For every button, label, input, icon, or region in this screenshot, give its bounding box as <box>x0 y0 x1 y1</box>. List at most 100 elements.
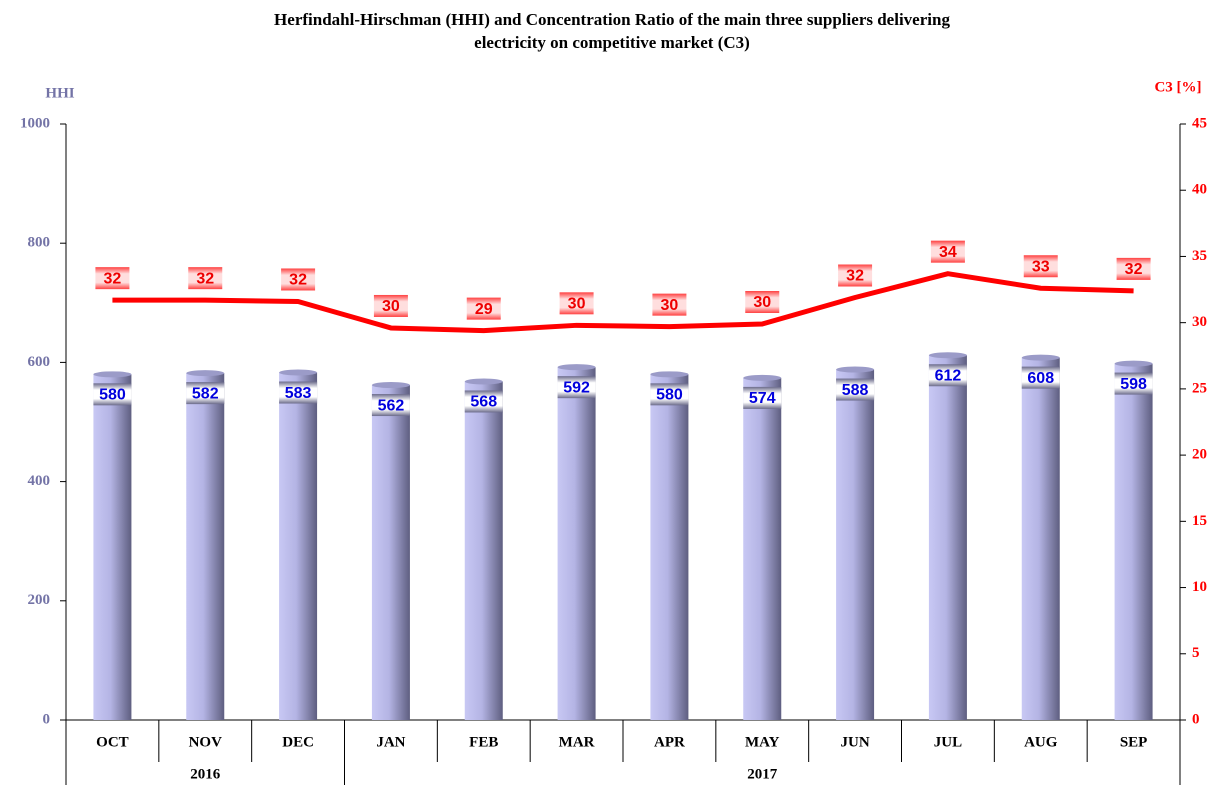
y-tick-label: 1000 <box>20 115 50 131</box>
x-tick-label: APR <box>654 734 685 750</box>
bar-top <box>1114 360 1153 367</box>
bar-top <box>928 352 967 359</box>
label-box <box>1114 372 1153 395</box>
value-label: 608 <box>1027 370 1054 387</box>
label-box <box>93 383 132 406</box>
bar <box>464 381 503 720</box>
y2-tick-label: 40 <box>1192 182 1207 198</box>
value-label: 32 <box>289 272 307 289</box>
bar-top <box>371 382 410 389</box>
bar <box>743 377 782 720</box>
x-tick-label: FEB <box>469 734 498 750</box>
label-box <box>1021 366 1060 389</box>
bar-top <box>836 366 875 373</box>
bar-top <box>1021 354 1060 361</box>
value-label: 30 <box>753 294 771 311</box>
bar <box>371 385 410 720</box>
y2-tick-label: 35 <box>1192 248 1207 264</box>
y-tick-label: 0 <box>43 711 51 727</box>
y2-tick-label: 5 <box>1192 645 1200 661</box>
bar-top <box>557 364 596 371</box>
bar <box>836 369 875 720</box>
label-box <box>650 383 689 406</box>
label-box <box>743 386 782 409</box>
y-tick-label: 200 <box>28 592 51 608</box>
value-label: 574 <box>749 390 776 407</box>
x-tick-label: MAY <box>745 734 780 750</box>
value-label: 32 <box>196 270 214 287</box>
bar <box>650 374 689 720</box>
x-tick-label: JAN <box>376 734 405 750</box>
y-axis-title: HHI <box>45 85 74 101</box>
label-box <box>745 290 780 313</box>
label-box <box>281 268 316 291</box>
bar <box>186 373 225 720</box>
value-label: 598 <box>1120 376 1147 393</box>
value-label: 30 <box>661 297 679 314</box>
y-tick-label: 800 <box>28 235 51 251</box>
value-label: 32 <box>846 268 864 285</box>
value-label: 30 <box>382 298 400 315</box>
value-label: 580 <box>99 387 126 404</box>
x-tick-label: JUN <box>840 734 869 750</box>
label-box <box>464 390 503 413</box>
value-label: 32 <box>1125 261 1143 278</box>
value-label: 582 <box>192 385 219 402</box>
label-box <box>371 394 410 417</box>
x-tick-label: MAR <box>559 734 595 750</box>
bar <box>93 374 132 720</box>
group-label: 2016 <box>190 766 221 782</box>
label-box <box>836 378 875 401</box>
label-box <box>188 267 223 290</box>
bar <box>557 367 596 720</box>
y-tick-label: 400 <box>28 473 51 489</box>
y2-tick-label: 0 <box>1192 711 1200 727</box>
value-label: 29 <box>475 301 493 318</box>
bar <box>1021 357 1060 720</box>
y2-tick-label: 15 <box>1192 513 1207 529</box>
line <box>112 271 1134 334</box>
y2-tick-label: 10 <box>1192 579 1207 595</box>
bar-top <box>464 378 503 385</box>
x-tick-label: NOV <box>189 734 223 750</box>
value-label: 588 <box>842 382 869 399</box>
bar <box>928 355 967 720</box>
value-label: 612 <box>935 367 962 384</box>
value-label: 33 <box>1032 258 1050 275</box>
label-box <box>1023 255 1058 278</box>
value-label: 32 <box>104 270 122 287</box>
label-box <box>559 292 594 315</box>
value-label: 568 <box>470 394 497 411</box>
label-box <box>1116 257 1151 280</box>
value-label: 583 <box>285 385 312 402</box>
bar-top <box>186 370 225 377</box>
label-box <box>95 267 130 290</box>
x-tick-label: JUL <box>934 734 962 750</box>
bar <box>279 372 318 720</box>
value-label: 580 <box>656 387 683 404</box>
chart-title: Herfindahl-Hirschman (HHI) and Concentra… <box>274 10 950 52</box>
y2-axis-title: C3 [%] <box>1154 79 1201 95</box>
bar-top <box>279 369 318 376</box>
label-box <box>838 264 873 287</box>
label-box <box>186 382 225 405</box>
label-box <box>373 294 408 317</box>
label-box <box>466 297 501 320</box>
label-box <box>930 240 965 263</box>
bar-top <box>93 371 132 378</box>
value-label: 562 <box>378 397 405 414</box>
bar <box>1114 363 1153 720</box>
x-tick-label: AUG <box>1024 734 1058 750</box>
group-label: 2017 <box>747 766 778 782</box>
label-box <box>557 376 596 399</box>
y2-tick-label: 30 <box>1192 314 1207 330</box>
y2-tick-label: 45 <box>1192 115 1207 131</box>
value-label: 592 <box>563 379 590 396</box>
y2-tick-label: 20 <box>1192 447 1207 463</box>
label-box <box>928 364 967 387</box>
y-tick-label: 600 <box>28 354 51 370</box>
label-box <box>652 293 687 316</box>
x-tick-label: DEC <box>282 734 314 750</box>
